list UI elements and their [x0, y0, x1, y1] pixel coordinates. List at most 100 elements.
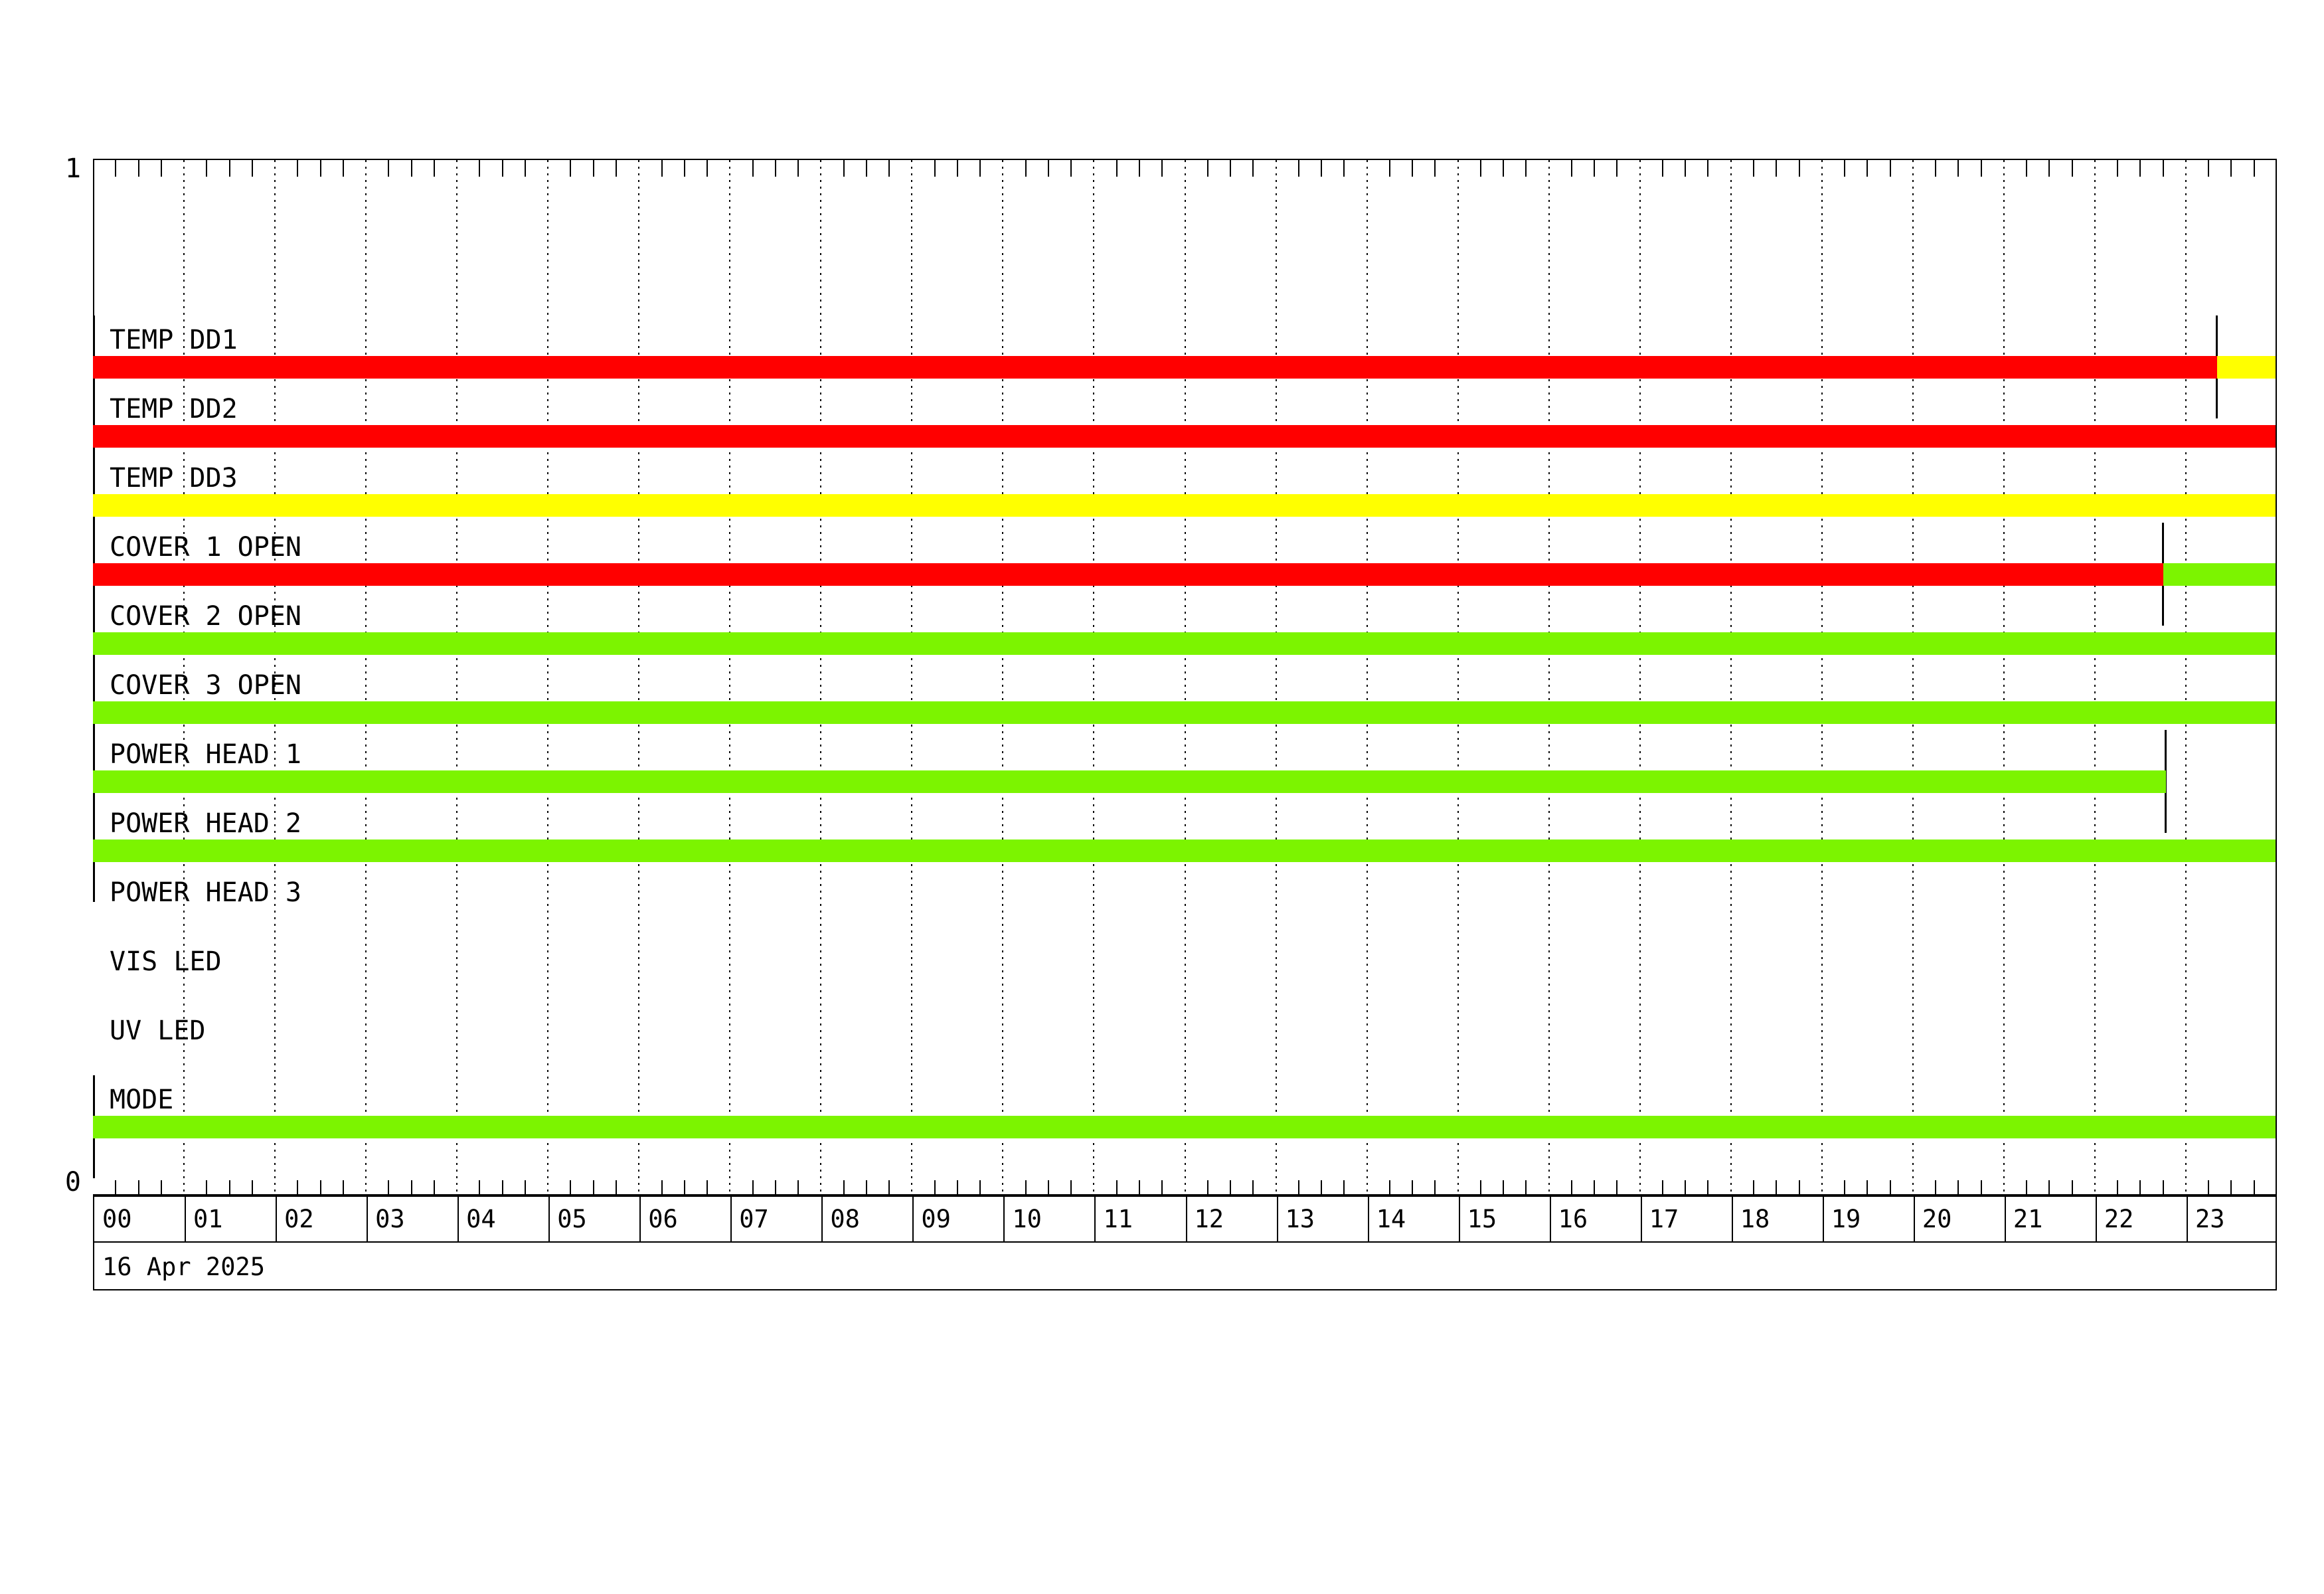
hour-cell-separator [276, 1196, 278, 1241]
hour-cell-separator [2095, 1196, 2097, 1241]
hour-gridline [1184, 160, 1186, 1196]
hour-label: 19 [1831, 1205, 1861, 1233]
hour-gridline [456, 160, 458, 1196]
quarter-tick-top [160, 160, 162, 177]
hour-gridline [1639, 160, 1641, 1196]
event-marker-line [2165, 730, 2167, 833]
quarter-tick-top [1776, 160, 1778, 177]
quarter-tick-top [1616, 160, 1618, 177]
hour-label: 15 [1467, 1205, 1497, 1233]
quarter-tick-bottom [1889, 1180, 1891, 1196]
hour-gridline [2094, 160, 2096, 1196]
quarter-tick-bottom [2162, 1180, 2164, 1196]
hour-cell-separator [1185, 1196, 1187, 1241]
hour-gridline [2185, 160, 2187, 1196]
quarter-tick-bottom [251, 1180, 253, 1196]
quarter-tick-top [251, 160, 253, 177]
status-bar-segment [93, 701, 2277, 724]
hour-label: 06 [648, 1205, 678, 1233]
quarter-tick-top [1479, 160, 1481, 177]
quarter-tick-bottom [1297, 1180, 1299, 1196]
hour-cell-separator [1458, 1196, 1460, 1241]
quarter-tick-top [1230, 160, 1232, 177]
plot-area: TEMP DD1 TEMP DD2 TEMP DD3 COVER 1 OPEN COVE… [93, 159, 2277, 1197]
quarter-tick-bottom [2139, 1180, 2141, 1196]
date-row: 16 Apr 2025 [93, 1241, 2277, 1290]
quarter-tick-top [1685, 160, 1687, 177]
quarter-tick-top [433, 160, 435, 177]
quarter-tick-top [1798, 160, 1800, 177]
row-label: COVER 1 OPEN [110, 532, 301, 563]
quarter-tick-bottom [2048, 1180, 2050, 1196]
quarter-tick-top [137, 160, 139, 177]
status-bar-segment [2163, 563, 2277, 586]
hour-label: 10 [1012, 1205, 1042, 1233]
left-axis-segment [93, 160, 94, 356]
quarter-tick-top [297, 160, 299, 177]
hour-cell-separator [1549, 1196, 1551, 1241]
quarter-tick-bottom [1867, 1180, 1868, 1196]
quarter-tick-bottom [752, 1180, 754, 1196]
quarter-tick-bottom [865, 1180, 867, 1196]
quarter-tick-top [388, 160, 390, 177]
quarter-tick-bottom [1025, 1180, 1027, 1196]
hour-cell-separator [1276, 1196, 1278, 1241]
quarter-tick-top [2208, 160, 2210, 177]
hour-label: 03 [375, 1205, 405, 1233]
hour-cell-separator [2186, 1196, 2188, 1241]
quarter-tick-top [1594, 160, 1596, 177]
quarter-tick-bottom [1161, 1180, 1163, 1196]
hour-cell-separator [548, 1196, 550, 1241]
quarter-tick-bottom [615, 1180, 617, 1196]
quarter-tick-bottom [1388, 1180, 1390, 1196]
quarter-tick-bottom [1206, 1180, 1208, 1196]
quarter-tick-bottom [2026, 1180, 2028, 1196]
quarter-tick-top [843, 160, 845, 177]
quarter-tick-bottom [592, 1180, 594, 1196]
row-label: MODE [110, 1085, 174, 1115]
hour-cell-separator [1913, 1196, 1915, 1241]
hour-label: 07 [739, 1205, 769, 1233]
quarter-tick-bottom [1116, 1180, 1118, 1196]
quarter-tick-top [2162, 160, 2164, 177]
quarter-tick-bottom [2253, 1180, 2255, 1196]
quarter-tick-top [934, 160, 936, 177]
hour-gridline [1275, 160, 1277, 1196]
quarter-tick-bottom [1616, 1180, 1618, 1196]
hour-gridline [274, 160, 276, 1196]
hour-gridline [2003, 160, 2005, 1196]
hour-label: 09 [921, 1205, 951, 1233]
hour-label: 05 [557, 1205, 587, 1233]
hour-cell-separator [1822, 1196, 1824, 1241]
quarter-tick-top [797, 160, 799, 177]
quarter-tick-bottom [2230, 1180, 2232, 1196]
quarter-tick-bottom [1479, 1180, 1481, 1196]
hour-gridline [1002, 160, 1004, 1196]
hour-label: 18 [1740, 1205, 1770, 1233]
hour-cell-separator [1094, 1196, 1096, 1241]
hour-label: 12 [1194, 1205, 1224, 1233]
hour-cell-separator [367, 1196, 369, 1241]
status-bar-segment [93, 632, 2277, 655]
quarter-tick-bottom [1661, 1180, 1663, 1196]
quarter-tick-bottom [570, 1180, 572, 1196]
y-axis-label-top: 1 [64, 153, 81, 184]
quarter-tick-bottom [774, 1180, 776, 1196]
quarter-tick-bottom [342, 1180, 344, 1196]
quarter-tick-bottom [1321, 1180, 1323, 1196]
hour-gridline [1821, 160, 1823, 1196]
quarter-tick-top [1889, 160, 1891, 177]
quarter-tick-top [2253, 160, 2255, 177]
quarter-tick-bottom [1503, 1180, 1505, 1196]
quarter-tick-top [2048, 160, 2050, 177]
quarter-tick-bottom [433, 1180, 435, 1196]
quarter-tick-bottom [888, 1180, 890, 1196]
quarter-tick-top [979, 160, 981, 177]
quarter-tick-bottom [1343, 1180, 1345, 1196]
hour-label: 21 [2013, 1205, 2043, 1233]
quarter-tick-top [228, 160, 230, 177]
quarter-tick-bottom [1980, 1180, 1982, 1196]
quarter-tick-bottom [524, 1180, 526, 1196]
hour-gridline [820, 160, 822, 1196]
quarter-tick-top [570, 160, 572, 177]
